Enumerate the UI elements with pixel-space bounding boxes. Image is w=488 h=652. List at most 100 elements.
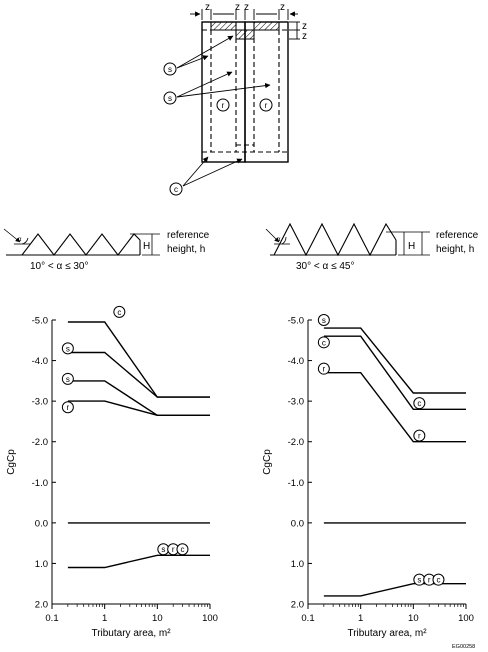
reference-height-label: height, h — [436, 244, 474, 255]
svg-text:r: r — [265, 101, 268, 110]
slope-range-label: 30° < α ≤ 45° — [296, 261, 354, 272]
marker-circle — [413, 429, 426, 442]
corner-zone-right — [253, 21, 280, 31]
left-roof-panel — [201, 21, 246, 163]
zone-marker-s: s — [413, 573, 426, 586]
marker-label: s — [66, 344, 70, 353]
y-tick-label: -4.0 — [32, 356, 48, 367]
marker-label: c — [436, 576, 440, 585]
reference-label: reference — [436, 230, 479, 241]
zone-marker-c: c — [413, 397, 426, 410]
z-label: z — [302, 31, 307, 42]
x-tick-label: 1 — [102, 613, 107, 624]
series-line — [67, 400, 210, 416]
marker-label: c — [117, 308, 121, 317]
height-label: H — [408, 241, 415, 252]
marker-label: s — [417, 576, 421, 585]
figure-id: EG00258 — [452, 644, 475, 650]
y-tick-label: -3.0 — [32, 397, 48, 408]
z-label: z — [205, 2, 210, 13]
y-tick-label: 1.0 — [291, 559, 304, 570]
y-tick-label: -5.0 — [32, 316, 48, 327]
marker-label: s — [66, 375, 70, 384]
marker-circle — [61, 372, 74, 385]
marker-label: r — [172, 545, 175, 554]
zone-marker-c: c — [317, 336, 330, 349]
svg-text:c: c — [174, 185, 178, 194]
x-axis-label: Tributary area, m² — [347, 628, 427, 639]
corner-zone-left — [210, 21, 237, 31]
y-tick-label: -3.0 — [288, 397, 304, 408]
zone-s-callout: s — [163, 91, 177, 105]
z-dimensions — [190, 9, 300, 40]
marker-label: r — [428, 576, 431, 585]
y-tick-label: -1.0 — [288, 478, 304, 489]
marker-circle — [61, 401, 74, 414]
svg-text:r: r — [222, 101, 225, 110]
zone-marker-r: r — [61, 401, 74, 414]
zone-callouts — [176, 35, 271, 187]
zone-r-label: r — [259, 98, 273, 112]
marker-label: r — [323, 365, 326, 374]
zone-marker-r: r — [413, 429, 426, 442]
marker-circle — [113, 305, 126, 318]
zone-marker-r: r — [317, 362, 330, 375]
x-tick-label: 10 — [152, 613, 163, 624]
zone-marker-s: s — [317, 314, 330, 326]
y-tick-label: -2.0 — [32, 437, 48, 448]
x-tick-label: 100 — [458, 613, 474, 624]
series-line — [323, 327, 466, 394]
marker-circle — [61, 342, 74, 355]
z-labels: z z z z z z — [205, 2, 307, 42]
chart-low-slope: -5.0 -4.0 -3.0 -2.0 -1.0 0.0 1.0 2.0 0.1 1 10 100 Tr… — [6, 305, 218, 639]
x-tick-label: 100 — [202, 613, 218, 624]
x-tick-label: 0.1 — [301, 613, 314, 624]
zone-r-label: r — [216, 98, 230, 112]
marker-label: s — [161, 545, 165, 554]
height-label: H — [143, 241, 150, 252]
zone-marker-s: s — [157, 543, 170, 556]
series-line — [67, 351, 210, 398]
right-roof-panel — [244, 21, 289, 163]
zone-marker-c: c — [113, 305, 126, 318]
y-axis-label: CgCp — [262, 449, 273, 475]
z-label: z — [244, 2, 249, 13]
marker-label: c — [180, 545, 184, 554]
angle-symbol: α — [18, 237, 22, 243]
zone-marker-s: s — [61, 342, 74, 355]
y-tick-label: 0.0 — [35, 518, 48, 529]
marker-circle — [317, 362, 330, 375]
series-line — [67, 554, 210, 569]
marker-circle — [317, 336, 330, 349]
roof-plan — [190, 9, 300, 163]
zone-marker-c: c — [176, 543, 189, 556]
y-tick-label: -1.0 — [32, 478, 48, 489]
zone-s-callout: s — [163, 62, 177, 76]
series-line — [323, 583, 466, 597]
svg-text:s: s — [168, 65, 172, 74]
corner-zone-ridge — [235, 29, 255, 40]
marker-circle — [432, 573, 445, 586]
z-label: z — [280, 2, 285, 13]
zone-boundaries — [202, 22, 288, 153]
x-tick-label: 1 — [358, 613, 363, 624]
z-label: z — [235, 2, 240, 13]
marker-label: c — [322, 338, 326, 347]
x-tick-label: 10 — [408, 613, 419, 624]
y-tick-label: 2.0 — [35, 600, 48, 611]
marker-label: c — [417, 399, 421, 408]
marker-circle — [317, 314, 330, 326]
svg-text:s: s — [168, 94, 172, 103]
y-axis-label: CgCp — [6, 449, 17, 475]
y-tick-label: -5.0 — [288, 316, 304, 327]
zone-marker-c: c — [432, 573, 445, 586]
x-axis-label: Tributary area, m² — [91, 628, 171, 639]
zone-c-callout: c — [169, 182, 183, 196]
roof-profile-low-slope: α H reference height, h 10° < α ≤ 30° — [3, 228, 210, 272]
reference-height-label: height, h — [167, 244, 205, 255]
y-tick-label: -4.0 — [288, 356, 304, 367]
plan-zone-markers: s s r r c — [163, 62, 273, 196]
series-line — [67, 321, 210, 398]
y-tick-label: 0.0 — [291, 518, 304, 529]
